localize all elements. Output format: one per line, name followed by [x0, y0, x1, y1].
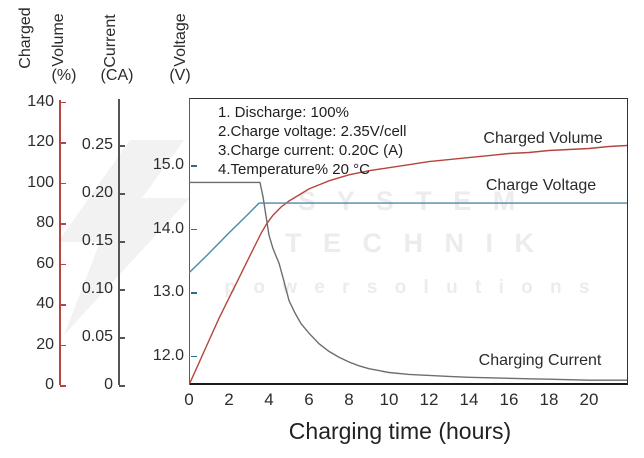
current-tick-mark [118, 289, 125, 291]
volume-tick-mark [59, 182, 66, 185]
annotation-line-1: 1. Discharge: 100% [218, 104, 349, 121]
charged-volume-label: Charged Volume [483, 130, 603, 147]
watermark-power-solutions: p o w e r s o l u t i o n s [224, 277, 596, 298]
chart-curves [189, 144, 628, 385]
volume-tick-label: 140 [27, 92, 54, 110]
voltage-tick-mark [190, 228, 197, 230]
volume-tick-mark [59, 142, 66, 144]
volume-tick-mark [59, 101, 66, 104]
x-tick-label: 10 [379, 390, 399, 409]
volume-tick-label: 0 [45, 376, 54, 393]
x-tick-label: 4 [264, 390, 274, 409]
x-tick-label: 0 [184, 390, 194, 409]
volume-tick-label: 120 [27, 133, 54, 151]
volume-curve [189, 144, 628, 385]
voltage-tick-label: 14.0 [152, 219, 184, 237]
x-tick-label: 14 [459, 390, 479, 409]
axis-unit-ca: (CA) [100, 67, 134, 84]
x-tick-label: 16 [499, 390, 519, 409]
volume-tick-label: 20 [36, 335, 54, 353]
plot-area [189, 98, 628, 385]
axis-title-charged: Charged [17, 7, 34, 69]
x-tick-label: 12 [419, 390, 439, 409]
volume-tick-mark [59, 263, 66, 266]
axis-title-voltage: Voltage [172, 13, 189, 67]
current-tick-label: 0.05 [81, 328, 113, 345]
voltage-tick-mark [190, 165, 197, 167]
current-tick-mark [118, 193, 125, 195]
voltage-tick-label: 13.0 [152, 283, 184, 300]
volume-tick-label: 40 [36, 295, 54, 313]
volume-tick-mark [59, 385, 66, 387]
current-tick-mark [118, 145, 125, 147]
volume-tick-label: 80 [36, 214, 54, 232]
current-tick-mark [118, 241, 125, 243]
current-tick-label: 0.25 [81, 136, 113, 153]
voltage-tick-label: 15.0 [152, 156, 184, 173]
volume-tick-label: 60 [36, 254, 54, 272]
axis-unit-v: (V) [169, 67, 191, 84]
voltage-tick-label: 12.0 [152, 346, 184, 364]
x-tick-label: 6 [304, 390, 314, 409]
x-tick-label: 20 [579, 390, 599, 409]
volume-tick-mark [59, 344, 66, 347]
voltage-tick-mark [190, 355, 197, 357]
volume-tick-label: 100 [27, 173, 54, 191]
volume-tick-mark [59, 223, 66, 225]
volume-tick-mark [59, 304, 66, 306]
axis-title-volume: Volume [50, 13, 67, 67]
volume-axis-line [59, 100, 61, 385]
current-tick-label: 0.20 [81, 184, 113, 201]
current-tick-mark [118, 385, 125, 387]
current-tick-label: 0.15 [81, 232, 113, 249]
watermark-technik: T E C H N I K [284, 228, 542, 258]
current-curve [189, 181, 627, 381]
x-tick-label: 8 [344, 390, 354, 409]
annotation-line-4: 4.Temperature% 20 °C [218, 161, 370, 178]
watermark-logo-icon [58, 140, 190, 335]
current-tick-label: 0.10 [81, 280, 113, 297]
current-tick-label: 0 [104, 376, 113, 393]
x-tick-label: 18 [539, 390, 559, 409]
voltage-curve [189, 202, 627, 274]
annotation-line-3: 3.Charge current: 0.20C (A) [218, 142, 404, 159]
conditions-annotation: 1. Discharge: 100% 2.Charge voltage: 2.3… [218, 103, 406, 179]
voltage-tick-mark [190, 292, 197, 294]
current-tick-mark [118, 337, 125, 339]
annotation-line-2: 2.Charge voltage: 2.35V/cell [218, 123, 407, 140]
axis-unit-percent: (%) [51, 67, 77, 84]
x-tick-label: 2 [224, 390, 234, 409]
charging-current-label: Charging Current [478, 352, 602, 369]
x-axis-title: Charging time (hours) [288, 418, 512, 444]
charge-voltage-label: Charge Voltage [485, 177, 597, 194]
axis-title-current: Current [102, 14, 119, 68]
watermark-system: S Y S T E M [297, 186, 523, 216]
